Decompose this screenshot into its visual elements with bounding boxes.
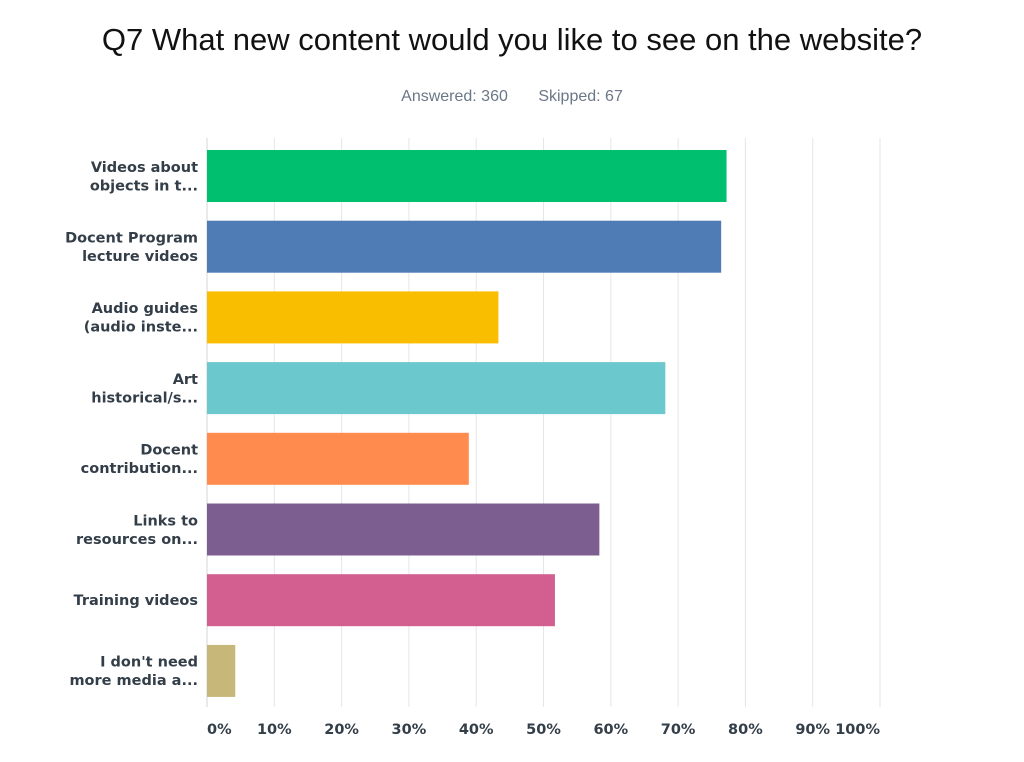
category-labels: Videos about objects in t... Docent Progra… [65,160,198,689]
x-tick-label: 90% [795,722,830,738]
x-tick-label: 60% [593,722,628,738]
bar [207,362,666,415]
x-tick-label: 40% [459,722,494,738]
x-tick-label: 20% [324,722,359,738]
category-label: Docent Program lecture videos [65,230,198,265]
x-tick-label: 10% [257,722,292,738]
bar [207,150,727,202]
category-label: Art historical/s... [91,372,198,407]
x-axis-tick-labels: 0% 10% 20% 30% 40% 50% 60% 70% 80% 90% 100% [207,722,880,738]
skipped-count: Skipped: 67 [538,88,623,105]
category-label: Docent contribution... [81,443,198,478]
response-summary: Answered: 360 Skipped: 67 [0,88,1024,106]
category-label: Audio guides (audio inste... [84,301,198,336]
bars [207,150,727,697]
category-label: Training videos [74,593,198,609]
category-label: I don't need more media a... [69,655,198,690]
answered-count: Answered: 360 [401,88,508,105]
chart-title: Q7 What new content would you like to se… [101,22,923,57]
x-tick-label: 0% [207,722,232,738]
bar [207,220,722,273]
bar [207,291,499,344]
bar [207,574,555,627]
x-tick-label: 100% [835,722,880,738]
x-tick-label: 70% [661,722,696,738]
x-tick-label: 80% [728,722,763,738]
x-tick-label: 30% [392,722,427,738]
x-tick-label: 50% [526,722,561,738]
category-label: Videos about objects in t... [90,160,198,195]
bar [207,503,600,556]
bar [207,432,469,485]
bar [207,644,236,697]
category-label: Links to resources on... [76,513,198,548]
